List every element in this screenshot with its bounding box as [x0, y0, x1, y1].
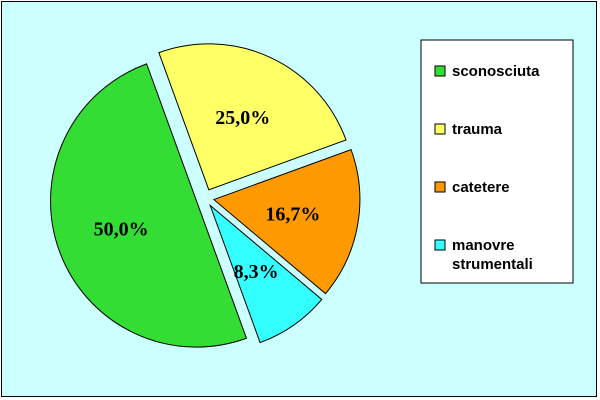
legend-label-trauma: trauma [452, 121, 503, 138]
legend-label-sconosciuta: sconosciuta [452, 63, 540, 80]
data-label-sconosciuta: 50,0% [94, 219, 149, 241]
pie-slice-sconosciuta [50, 63, 248, 348]
data-label-manovre-strumentali: 8,3% [234, 261, 279, 283]
legend-label-catetere: catetere [452, 179, 510, 196]
legend: sconosciuta trauma catetere manovre strument… [420, 39, 574, 284]
pie-slice-trauma [158, 43, 347, 191]
data-label-trauma: 25,0% [215, 107, 270, 129]
legend-swatch-sconosciuta [434, 65, 446, 77]
legend-swatch-trauma [434, 123, 446, 135]
legend-swatch-manovre-strumentali [434, 239, 446, 251]
pie-data-labels: 50,0% 25,0% 16,7% 8,3% [94, 107, 321, 283]
legend-swatch-catetere [434, 181, 446, 193]
pie-slice-manovre-strumentali [209, 203, 323, 344]
pie-slice-catetere [212, 148, 361, 295]
legend-box [420, 39, 574, 284]
pie-slices [50, 43, 361, 348]
legend-label-manovre-strumentali: manovre strumentali [452, 237, 533, 273]
data-label-catetere: 16,7% [265, 204, 320, 226]
